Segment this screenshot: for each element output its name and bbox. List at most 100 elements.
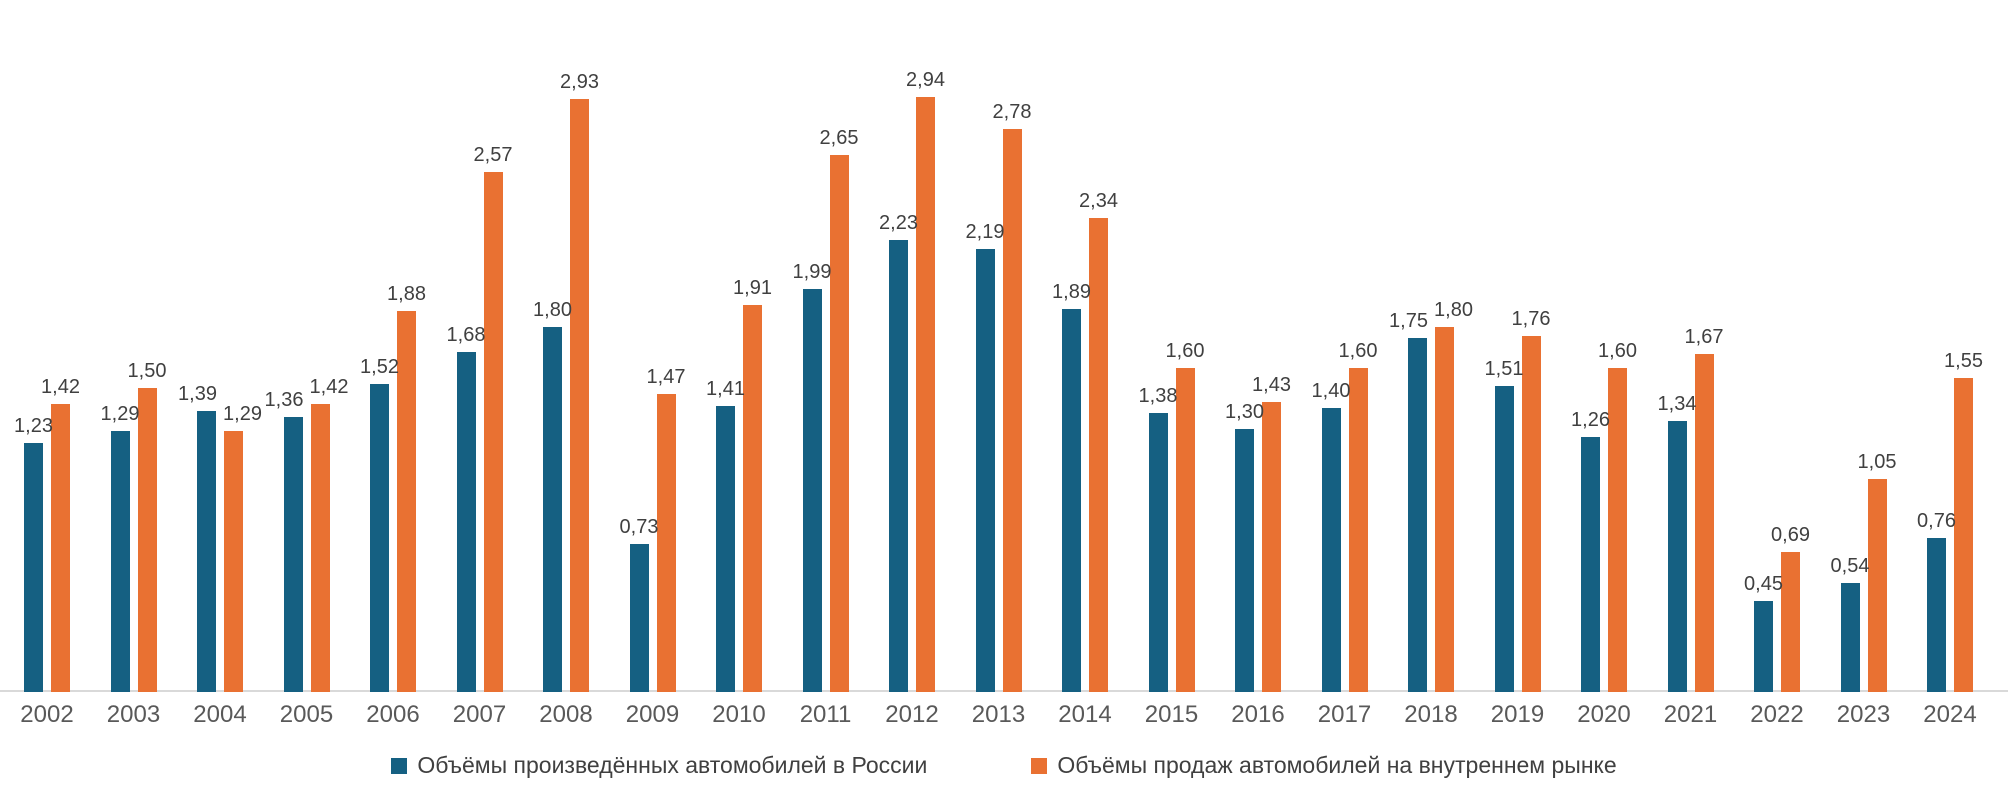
value-label-production-2002: 1,23	[14, 415, 53, 437]
bar-production-2007	[456, 352, 476, 692]
value-label-sales-2002: 1,42	[41, 376, 80, 398]
legend-label-production: Объёмы произведённых автомобилей в Росси…	[417, 752, 928, 778]
x-tick-2003: 2003	[106, 701, 161, 728]
value-label-sales-2021: 1,67	[1684, 326, 1724, 348]
x-tick-2016: 2016	[1231, 701, 1285, 728]
bar-sales-2023	[1867, 479, 1887, 692]
value-label-sales-2023: 1,05	[1857, 451, 1897, 473]
value-label-sales-2010: 1,91	[733, 277, 772, 299]
x-tick-2012: 2012	[885, 701, 939, 728]
x-tick-2010: 2010	[712, 701, 766, 728]
legend-label-sales: Объёмы продаж автомобилей на внутреннем …	[1057, 752, 1617, 778]
x-tick-2002: 2002	[20, 701, 74, 728]
value-label-sales-2012: 2,94	[906, 69, 945, 91]
bar-production-2022	[1754, 601, 1773, 692]
value-label-production-2006: 1,52	[360, 356, 399, 378]
value-label-sales-2009: 1,47	[646, 366, 686, 388]
value-label-sales-2003: 1,50	[127, 360, 167, 382]
bar-sales-2003	[137, 388, 157, 692]
value-label-production-2022: 0,45	[1744, 573, 1783, 595]
value-label-sales-2005: 1,42	[309, 376, 349, 398]
bar-sales-2008	[570, 99, 589, 692]
bar-production-2013	[975, 249, 995, 692]
x-tick-2014: 2014	[1058, 701, 1112, 728]
bar-production-2011	[802, 289, 822, 692]
x-tick-2024: 2024	[1923, 701, 1977, 728]
value-label-sales-2008: 2,93	[560, 71, 599, 93]
value-label-sales-2015: 1,60	[1165, 340, 1205, 362]
bar-sales-2009	[656, 394, 676, 692]
x-tick-2005: 2005	[279, 701, 334, 728]
bar-sales-2016	[1262, 402, 1281, 692]
value-label-production-2015: 1,38	[1138, 385, 1178, 407]
bar-production-2023	[1840, 583, 1860, 692]
bar-sales-2018	[1435, 327, 1454, 692]
x-tick-2008: 2008	[539, 701, 593, 728]
value-label-sales-2024: 1,55	[1944, 350, 1983, 372]
value-label-production-2012: 2,23	[879, 212, 918, 234]
value-label-production-2008: 1,80	[533, 299, 572, 321]
bar-sales-2022	[1781, 552, 1800, 692]
value-label-production-2018: 1,75	[1389, 310, 1428, 332]
value-label-sales-2018: 1,80	[1434, 299, 1473, 321]
value-label-production-2019: 1,51	[1484, 358, 1524, 380]
bar-sales-2006	[397, 311, 416, 692]
bar-sales-2019	[1521, 336, 1541, 692]
value-label-production-2020: 1,26	[1571, 409, 1610, 431]
x-tick-2021: 2021	[1663, 701, 1718, 728]
bar-production-2015	[1148, 413, 1168, 692]
value-label-production-2016: 1,30	[1225, 401, 1264, 423]
value-label-production-2023: 0,54	[1830, 555, 1870, 577]
value-label-sales-2004: 1,29	[223, 403, 262, 425]
x-tick-2011: 2011	[799, 701, 852, 728]
legend-item-production: Объёмы произведённых автомобилей в Росси…	[391, 752, 927, 779]
bar-production-2003	[110, 431, 130, 692]
x-tick-2019: 2019	[1490, 701, 1545, 728]
bar-production-2009	[629, 544, 649, 692]
bar-sales-2014	[1089, 218, 1108, 692]
bar-production-2004	[197, 411, 216, 692]
value-label-production-2004: 1,39	[178, 383, 217, 405]
value-label-production-2014: 1,89	[1052, 281, 1091, 303]
bar-sales-2012	[916, 97, 935, 692]
bar-sales-2015	[1175, 368, 1195, 692]
value-label-sales-2013: 2,78	[992, 101, 1032, 123]
x-tick-2009: 2009	[625, 701, 680, 728]
bar-production-2005	[283, 417, 303, 692]
bar-sales-2013	[1002, 129, 1022, 692]
x-tick-2007: 2007	[452, 701, 507, 728]
value-label-sales-2011: 2,65	[819, 127, 859, 149]
bar-production-2020	[1581, 437, 1600, 692]
bar-production-2017	[1321, 408, 1341, 692]
bar-sales-2007	[483, 172, 503, 692]
value-label-sales-2016: 1,43	[1252, 374, 1291, 396]
value-label-production-2003: 1,29	[100, 403, 140, 425]
bar-sales-2002	[51, 404, 70, 692]
value-label-sales-2007: 2,57	[473, 144, 513, 166]
x-tick-2020: 2020	[1577, 701, 1631, 728]
bar-sales-2020	[1608, 368, 1627, 692]
legend-swatch-production-icon	[391, 757, 408, 774]
bar-sales-2004	[224, 431, 243, 692]
value-label-production-2009: 0,73	[619, 516, 659, 538]
bar-production-2024	[1927, 538, 1946, 692]
value-label-production-2021: 1,34	[1657, 393, 1697, 415]
bar-production-2016	[1235, 429, 1254, 692]
bar-production-2021	[1667, 421, 1687, 692]
value-label-production-2024: 0,76	[1917, 510, 1956, 532]
x-axis-tick-labels: 2002 2003 2004 2005 2006 2007 2008 2009 2010 2011…	[0, 701, 2008, 734]
value-label-sales-2019: 1,76	[1511, 308, 1551, 330]
bar-sales-2017	[1348, 368, 1368, 692]
bar-sales-2010	[743, 305, 762, 692]
value-label-sales-2022: 0,69	[1771, 524, 1810, 546]
x-tick-2022: 2022	[1750, 701, 1804, 728]
value-label-production-2007: 1,68	[446, 324, 486, 346]
bar-production-2002	[24, 443, 43, 692]
bar-production-2008	[543, 327, 562, 692]
value-label-production-2017: 1,40	[1311, 380, 1351, 402]
value-label-production-2011: 1,99	[792, 261, 832, 283]
plot-area: 1,23 1,42 1,29 1,50 1,39 1,29 1,36 1,42 1,52 1,88…	[0, 69, 2008, 692]
bar-production-2010	[716, 406, 735, 692]
bar-production-2018	[1408, 338, 1427, 692]
